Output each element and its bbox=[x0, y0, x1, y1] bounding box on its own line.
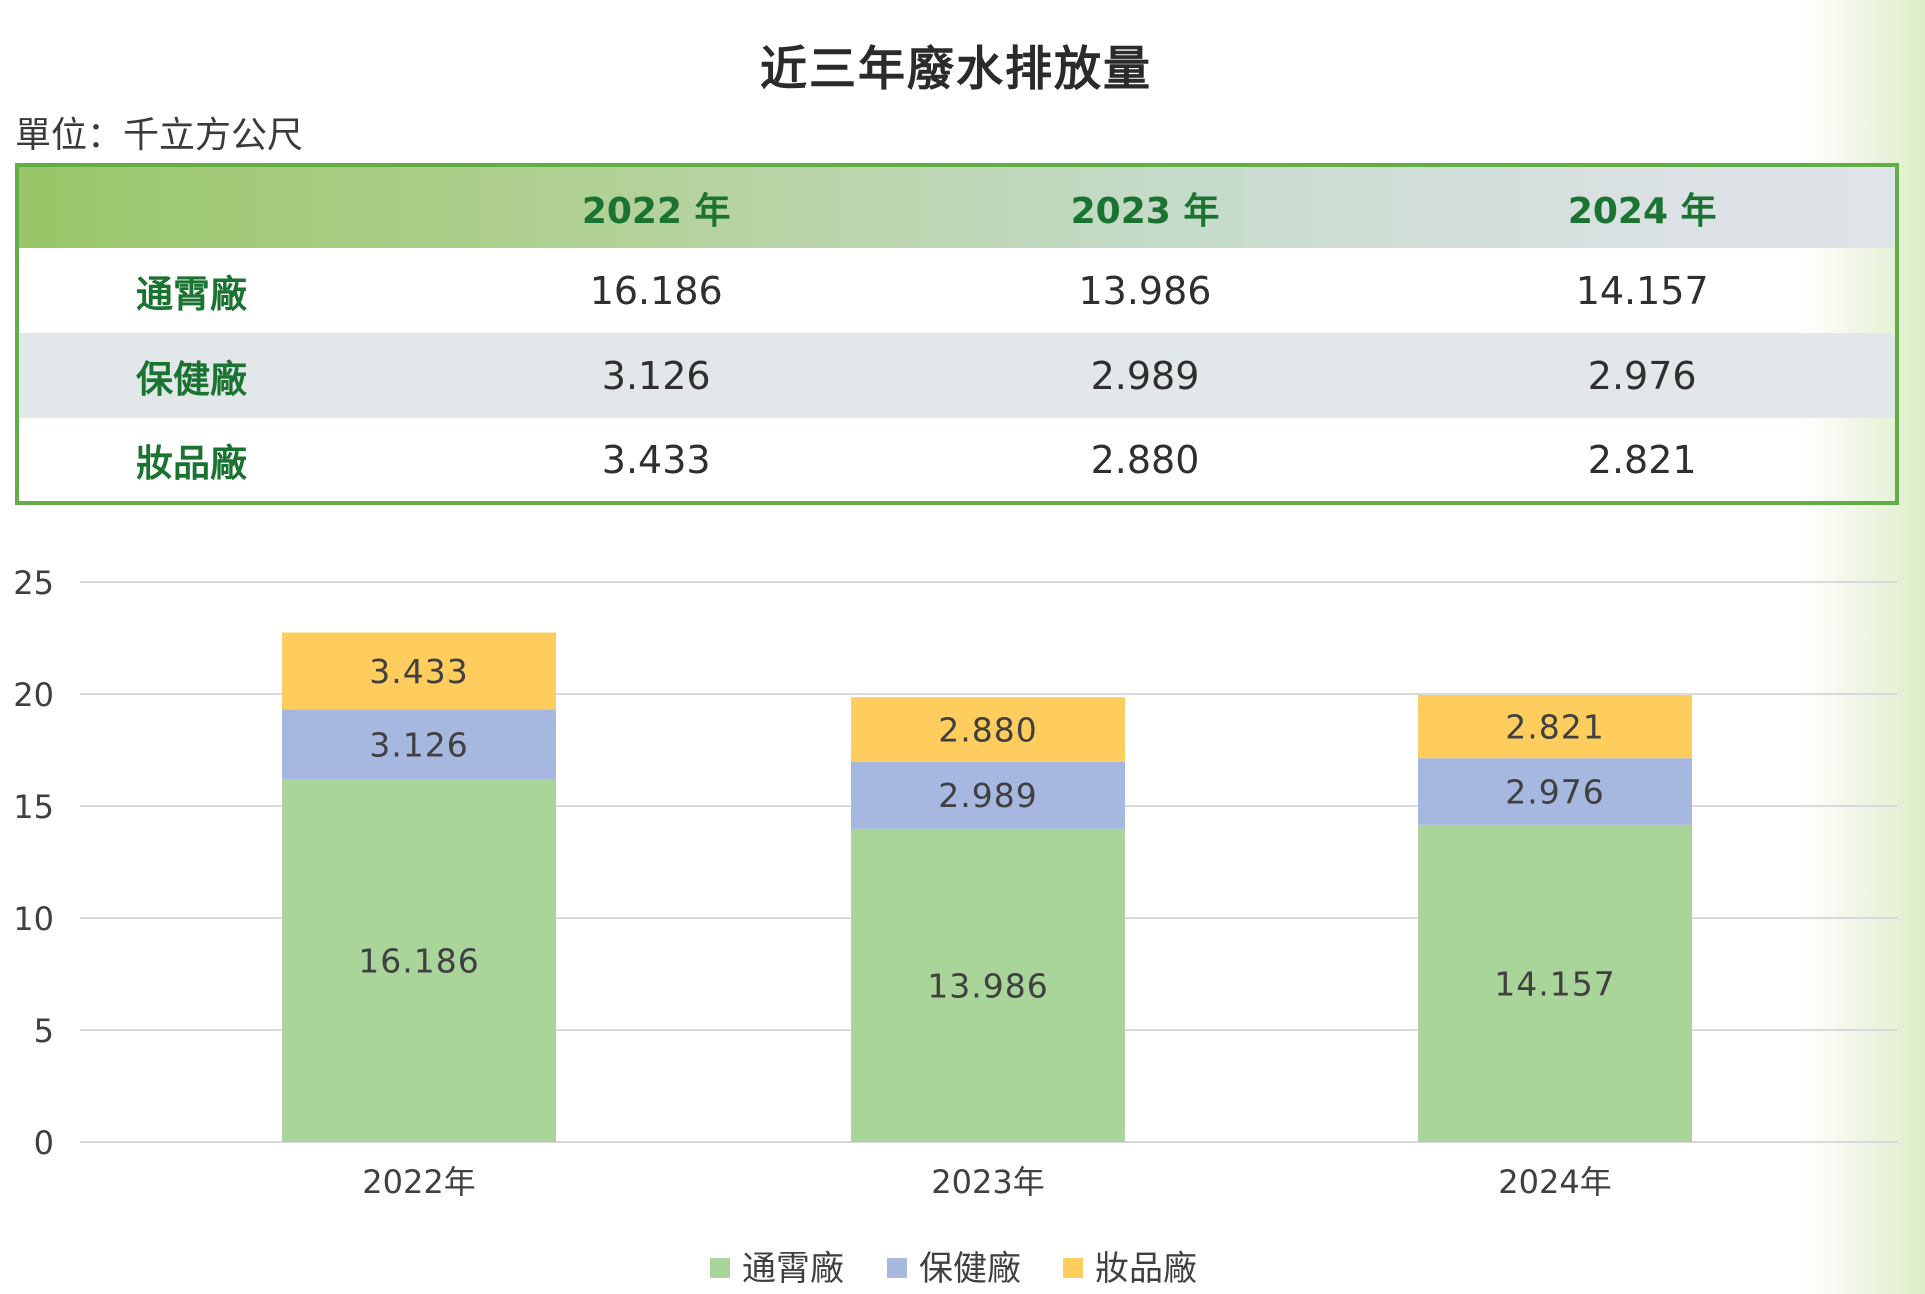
bar-segment bbox=[851, 697, 1125, 762]
data-label: 2.880 bbox=[938, 711, 1037, 750]
data-label: 16.186 bbox=[358, 942, 479, 981]
legend-label: 通霄廠 bbox=[742, 1249, 844, 1289]
bar-segment bbox=[1418, 758, 1692, 825]
legend-label: 保健廠 bbox=[919, 1249, 1021, 1289]
table-cell: 2.976 bbox=[1587, 353, 1697, 398]
data-label: 3.126 bbox=[369, 725, 468, 764]
data-label: 2.821 bbox=[1505, 708, 1604, 747]
table-cell: 3.126 bbox=[601, 353, 711, 398]
data-label: 2.976 bbox=[1505, 773, 1604, 812]
bar-segment bbox=[1418, 824, 1692, 1142]
table-cell: 2.821 bbox=[1587, 437, 1697, 482]
table-cell: 13.986 bbox=[1078, 268, 1212, 313]
unit-label: 單位：千立方公尺 bbox=[15, 115, 304, 156]
table-cell: 3.433 bbox=[601, 437, 711, 482]
y-tick-label: 10 bbox=[13, 900, 54, 938]
y-tick-label: 0 bbox=[34, 1124, 54, 1162]
table-header-row: 2022 年 2023 年 2024 年 bbox=[17, 165, 1897, 248]
page-title: 近三年廢水排放量 bbox=[760, 42, 1152, 97]
table-cell: 14.157 bbox=[1575, 268, 1709, 313]
legend-swatch bbox=[887, 1258, 907, 1278]
table-row: 保健廠 3.126 2.989 2.976 bbox=[17, 333, 1897, 418]
bar-segment bbox=[851, 828, 1125, 1142]
legend-label: 妝品廠 bbox=[1095, 1249, 1197, 1289]
table-header-2023: 2023 年 bbox=[1070, 190, 1220, 232]
table-cell: 2.989 bbox=[1090, 353, 1200, 398]
table-row: 通霄廠 16.186 13.986 14.157 bbox=[17, 248, 1897, 333]
row-label: 通霄廠 bbox=[136, 272, 247, 316]
x-tick-label: 2024年 bbox=[1498, 1163, 1611, 1201]
table-header-2024: 2024 年 bbox=[1567, 190, 1717, 232]
bar-segment bbox=[282, 632, 556, 710]
data-label: 13.986 bbox=[927, 966, 1048, 1005]
table-row: 妝品廠 3.433 2.880 2.821 bbox=[17, 418, 1897, 503]
row-label: 妝品廠 bbox=[136, 441, 247, 485]
y-tick-label: 15 bbox=[13, 788, 54, 826]
table-header-2022: 2022 年 bbox=[581, 190, 731, 232]
y-tick-label: 25 bbox=[13, 564, 54, 602]
data-label: 3.433 bbox=[369, 652, 468, 691]
bar-segment bbox=[1418, 695, 1692, 759]
table-cell: 16.186 bbox=[589, 268, 723, 313]
data-label: 14.157 bbox=[1494, 964, 1615, 1003]
emissions-table: 2022 年 2023 年 2024 年 通霄廠 16.186 13.986 1… bbox=[15, 163, 1899, 505]
row-label: 保健廠 bbox=[136, 357, 247, 401]
legend-swatch bbox=[1063, 1258, 1083, 1278]
bar-segment bbox=[282, 709, 556, 780]
x-tick-label: 2022年 bbox=[362, 1163, 475, 1201]
bar-segment bbox=[851, 761, 1125, 829]
bar-segment bbox=[282, 779, 556, 1142]
y-tick-label: 5 bbox=[34, 1012, 54, 1050]
legend-swatch bbox=[710, 1258, 730, 1278]
data-label: 2.989 bbox=[938, 776, 1037, 815]
table-cell: 2.880 bbox=[1090, 437, 1200, 482]
x-tick-label: 2023年 bbox=[931, 1163, 1044, 1201]
y-tick-label: 20 bbox=[13, 676, 54, 714]
stacked-bar-chart: 0 5 10 15 20 25 16.186 3.126 3.433 2022年 13.986 2.9… bbox=[13, 564, 1897, 1289]
table-header-blank bbox=[17, 165, 412, 248]
